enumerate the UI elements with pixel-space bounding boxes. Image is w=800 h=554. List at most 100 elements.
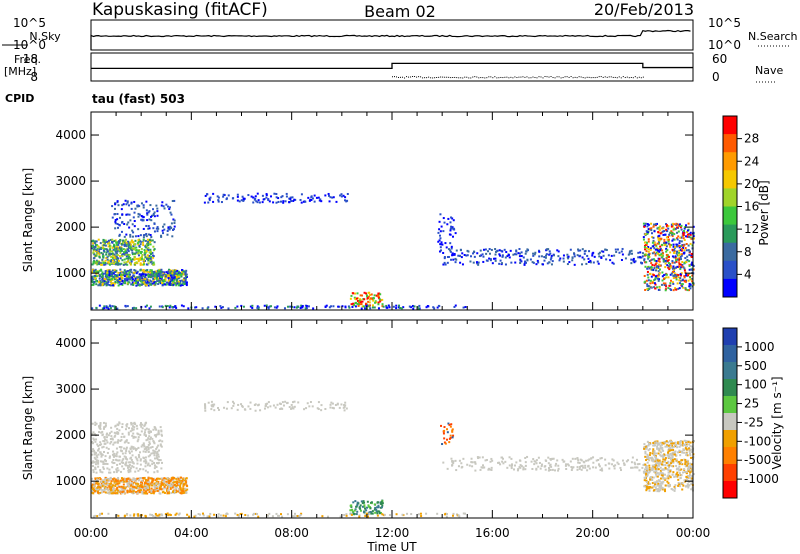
- power-echo-point: [140, 280, 143, 283]
- velocity-echo-point: [681, 482, 684, 485]
- power-echo-point: [679, 226, 682, 229]
- velocity-echo-point: [117, 479, 120, 482]
- velocity-echo-point: [676, 446, 679, 449]
- power-echo-point: [123, 269, 126, 272]
- velocity-echo-point: [237, 403, 240, 406]
- power-echo-point: [369, 307, 372, 310]
- velocity-echo-point: [334, 404, 337, 407]
- power-echo-point: [651, 281, 654, 284]
- power-echo-point: [135, 279, 138, 282]
- velocity-echo-point: [659, 444, 662, 447]
- velocity-echo-point: [157, 433, 160, 436]
- velocity-echo-point: [646, 486, 649, 489]
- power-echo-point: [97, 271, 100, 274]
- nave-point: [542, 77, 544, 79]
- power-echo-point: [630, 258, 633, 261]
- velocity-echo-point: [123, 441, 126, 444]
- velocity-echo-point: [647, 456, 650, 459]
- velocity-echo-point: [153, 467, 156, 470]
- power-echo-point: [133, 200, 136, 203]
- velocity-echo-point: [664, 473, 667, 476]
- power-echo-point: [112, 256, 115, 259]
- power-echo-point: [135, 257, 138, 260]
- power-echo-point: [665, 247, 668, 250]
- power-echo-point: [657, 231, 660, 234]
- velocity-echo-point: [136, 440, 139, 443]
- velocity-echo-point: [478, 456, 481, 459]
- velocity-echo-point: [100, 443, 103, 446]
- power-echo-point: [499, 254, 502, 257]
- velocity-echo-point: [93, 456, 96, 459]
- velocity-echo-point: [94, 466, 97, 469]
- velocity-echo-point: [649, 486, 652, 489]
- velocity-echo-point: [247, 405, 250, 408]
- power-echo-point: [119, 271, 122, 274]
- velocity-echo-point: [360, 500, 363, 503]
- velocity-echo-point: [93, 482, 96, 485]
- power-echo-point: [117, 248, 120, 251]
- power-echo-point: [685, 242, 688, 245]
- power-echo-point: [139, 283, 142, 286]
- power-echo-point: [439, 237, 442, 240]
- power-echo-point: [519, 259, 522, 262]
- velocity-echo-point: [132, 447, 135, 450]
- power-echo-point: [91, 307, 94, 310]
- power-echo-point: [137, 254, 140, 257]
- station-title: Kapuskasing (fitACF): [92, 0, 268, 20]
- velocity-echo-point: [686, 462, 689, 465]
- velocity-echo-point: [654, 473, 657, 476]
- velocity-echo-point: [144, 435, 147, 438]
- power-echo-point: [277, 200, 280, 203]
- power-echo-point: [117, 271, 120, 274]
- power-echo-point: [158, 305, 161, 308]
- power-echo-point: [111, 273, 114, 276]
- power-echo-point: [680, 258, 683, 261]
- power-echo-point: [354, 292, 357, 295]
- velocity-echo-point: [147, 487, 150, 490]
- power-echo-point: [115, 277, 118, 280]
- velocity-echo-point: [92, 460, 95, 463]
- velocity-echo-point: [176, 484, 179, 487]
- power-echo-point: [375, 301, 378, 304]
- velocity-echo-point: [106, 441, 109, 444]
- velocity-echo-point: [116, 441, 119, 444]
- velocity-echo-point: [125, 478, 128, 481]
- nave-point: [462, 77, 464, 79]
- power-echo-point: [304, 307, 307, 310]
- power-echo-point: [133, 279, 136, 282]
- power-echo-point: [664, 262, 667, 265]
- velocity-echo-point: [109, 442, 112, 445]
- velocity-echo-point: [468, 464, 471, 467]
- power-echo-point: [275, 196, 278, 199]
- power-echo-point: [688, 285, 691, 288]
- power-echo-point: [478, 255, 481, 258]
- power-echo-point: [257, 199, 260, 202]
- power-echo-point: [118, 234, 121, 237]
- velocity-echo-point: [147, 430, 150, 433]
- velocity-echo-point: [181, 480, 184, 483]
- velocity-echo-point: [678, 462, 681, 465]
- power-echo-point: [149, 248, 152, 251]
- velocity-echo-point: [91, 450, 94, 453]
- velocity-echo-point: [113, 461, 116, 464]
- velocity-echo-point: [122, 490, 125, 493]
- nave-point: [464, 76, 466, 78]
- power-echo-point: [129, 243, 132, 246]
- velocity-echo-point: [688, 443, 691, 446]
- power-echo-point: [124, 199, 127, 202]
- power-echo-point: [134, 252, 137, 255]
- power-echo-point: [111, 246, 114, 249]
- power-echo-point: [664, 288, 667, 291]
- power-echo-point: [145, 235, 148, 238]
- velocity-echo-point: [129, 488, 132, 491]
- power-echo-point: [674, 266, 677, 269]
- velocity-echo-point: [91, 422, 94, 425]
- velocity-echo-point: [362, 511, 365, 514]
- velocity-echo-point: [170, 485, 173, 488]
- power-echo-point: [382, 305, 385, 308]
- power-echo-point: [150, 280, 153, 283]
- power-echo-point: [652, 245, 655, 248]
- velocity-echo-point: [679, 440, 682, 443]
- power-echo-point: [657, 275, 660, 278]
- power-echo-point: [101, 307, 104, 310]
